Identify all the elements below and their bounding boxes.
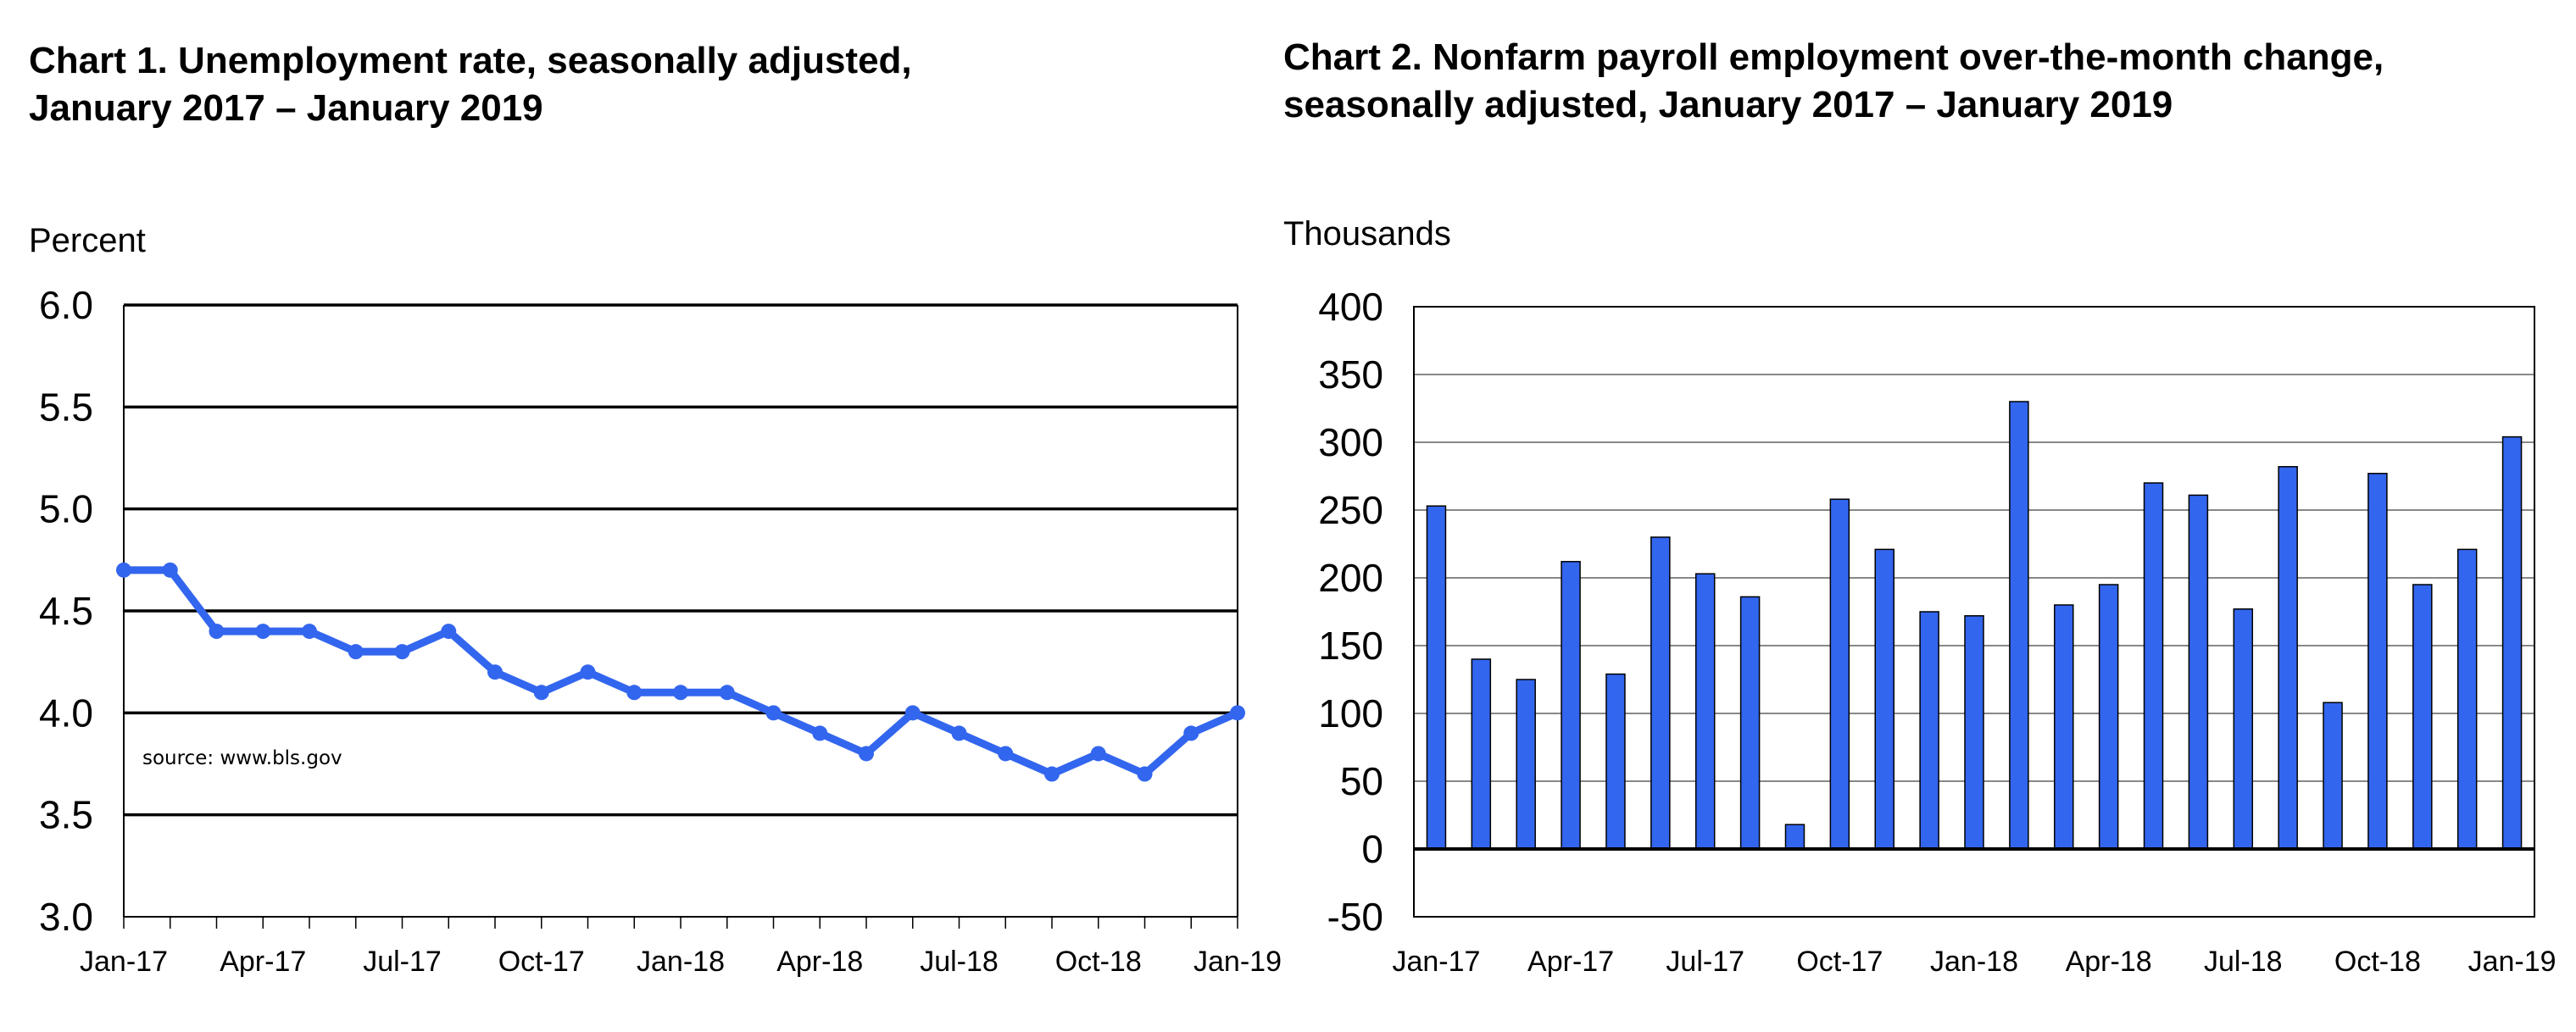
chart-1-y-tick-label: 3.0	[39, 895, 93, 939]
chart-2-plot-border	[1413, 306, 2535, 918]
chart-2-x-tick-label: Jul-17	[1666, 946, 1744, 978]
chart-2-title: Chart 2. Nonfarm payroll employment over…	[1283, 34, 2384, 129]
chart-1-data-point	[116, 562, 131, 578]
chart-1-data-point	[1090, 746, 1106, 762]
chart-2-x-tick-label: Jan-18	[1930, 946, 2018, 978]
chart-2-bar	[2412, 584, 2433, 850]
chart-1-series-line	[124, 566, 1239, 779]
chart-1-x-tick-label: Oct-18	[1055, 946, 1142, 978]
chart-1-data-point	[951, 725, 967, 741]
chart-1-y-tick-label: 4.0	[39, 691, 93, 735]
chart-1-title-line-2: January 2017 – January 2019	[29, 87, 543, 129]
chart-1-data-point	[348, 644, 364, 660]
chart-1-data-point	[162, 562, 178, 578]
chart-2-bar	[2456, 548, 2478, 850]
chart-2-bar	[2143, 482, 2164, 850]
chart-1-y-tick-label: 5.0	[39, 487, 93, 531]
chart-2-y-tick-label: 200	[1318, 556, 1383, 600]
chart-2-bar	[1784, 824, 1805, 850]
chart-1-data-point	[209, 624, 225, 640]
chart-2-y-tick-label: 350	[1318, 352, 1383, 397]
chart-2-y-tick-label: 0	[1361, 827, 1383, 871]
chart-2-bar	[2009, 401, 2029, 850]
chart-1-x-tick-label: Jan-19	[1193, 946, 1282, 978]
chart-2-bar	[1694, 573, 1716, 850]
chart-2-bar	[2367, 473, 2388, 850]
chart-2-y-tick-label: 400	[1318, 285, 1383, 329]
chart-2-x-tick-label: Apr-17	[1527, 946, 1614, 978]
source-note: source: www.bls.gov	[142, 747, 342, 769]
chart-2-title-line-2: seasonally adjusted, January 2017 – Janu…	[1283, 84, 2173, 125]
chart-2-bar	[1650, 536, 1671, 850]
chart-2-bar	[2278, 466, 2298, 850]
chart-2-x-tick-label: Jul-18	[2204, 946, 2283, 978]
chart-2-bar	[1561, 561, 1581, 850]
chart-1-data-point	[673, 685, 688, 701]
chart-1-data-point	[719, 685, 735, 701]
chart-2-bar	[1426, 505, 1447, 850]
chart-2-bar	[1874, 548, 1894, 850]
chart-1-x-tick-label: Apr-17	[220, 946, 306, 978]
chart-1-y-tick-label: 6.0	[39, 283, 93, 327]
chart-1-y-tick-label: 4.5	[39, 589, 93, 633]
chart-2-bar	[2501, 436, 2523, 850]
chart-2-y-tick-label: 150	[1318, 624, 1383, 668]
chart-2-bar	[1829, 498, 1850, 850]
chart-2-bar	[2323, 702, 2343, 850]
chart-1-data-point	[1044, 766, 1060, 782]
chart-2-bar	[1471, 658, 1492, 850]
chart-1-x-tick-label: Jan-17	[80, 946, 168, 978]
chart-2-bar	[1739, 596, 1761, 850]
chart-1-data-point	[765, 705, 782, 721]
chart-1-data-point	[302, 624, 317, 640]
chart-2-y-tick-label: 250	[1318, 488, 1383, 532]
chart-2-bar	[2188, 494, 2209, 850]
chart-1-data-point	[441, 624, 457, 640]
chart-1-x-tick-label: Jul-18	[920, 946, 999, 978]
chart-1-x-tick-label: Apr-18	[776, 946, 863, 978]
chart-1-data-point	[904, 705, 921, 721]
chart-2-x-tick-label: Apr-18	[2066, 946, 2152, 978]
chart-2-y-tick-label: -50	[1327, 895, 1383, 939]
chart-1-data-point	[487, 664, 503, 680]
chart-1-data-point	[394, 644, 410, 660]
chart-1-data-point	[812, 725, 828, 741]
chart-2-title-line-1: Chart 2. Nonfarm payroll employment over…	[1283, 36, 2384, 78]
chart-2-bar	[1964, 615, 1984, 850]
chart-2-bar	[2233, 608, 2254, 850]
chart-1-x-tick-label: Oct-17	[498, 946, 585, 978]
chart-1-data-point	[1137, 766, 1153, 782]
chart-1-x-tick-label: Jul-17	[363, 946, 442, 978]
chart-1-data-point	[998, 746, 1014, 762]
chart-1-y-tick-label: 5.5	[39, 385, 93, 429]
chart-1-data-point	[1183, 725, 1199, 741]
chart-1-x-tick-label: Jan-18	[637, 946, 725, 978]
chart-2-bar	[2054, 604, 2074, 850]
chart-1-y-axis-label: Percent	[29, 222, 146, 259]
chart-1-data-point	[580, 664, 596, 680]
chart-1-data-point	[1230, 705, 1245, 721]
chart-2-bar	[1919, 611, 1939, 850]
chart-2-x-tick-label: Oct-17	[1796, 946, 1883, 978]
chart-1-data-point	[533, 685, 549, 701]
chart-1-y-tick-label: 3.5	[39, 793, 93, 837]
chart-2-x-tick-label: Jan-19	[2468, 946, 2557, 978]
chart-2-bar	[2098, 584, 2119, 850]
chart-2-y-axis-label: Thousands	[1283, 215, 1451, 252]
chart-2-x-tick-label: Oct-18	[2334, 946, 2421, 978]
chart-2-y-tick-label: 300	[1318, 420, 1383, 464]
chart-2-bar	[1605, 673, 1626, 850]
chart-2-x-tick-label: Jan-17	[1392, 946, 1480, 978]
chart-1-title-line-1: Chart 1. Unemployment rate, seasonally a…	[29, 40, 912, 81]
chart-1-data-point	[626, 685, 643, 701]
chart-2-y-tick-label: 100	[1318, 691, 1383, 735]
chart-2-bar	[1516, 679, 1536, 850]
chart-1-data-point	[255, 624, 271, 640]
chart-2-y-tick-label: 50	[1340, 759, 1383, 803]
chart-1-title: Chart 1. Unemployment rate, seasonally a…	[29, 37, 912, 132]
chart-1-data-point	[859, 746, 874, 762]
